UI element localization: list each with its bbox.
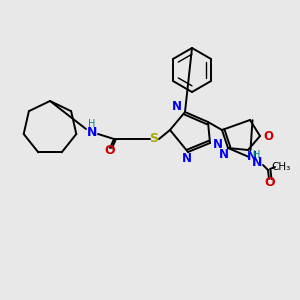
Text: N: N — [182, 152, 192, 166]
Text: N: N — [252, 155, 262, 169]
Text: H: H — [253, 150, 261, 160]
Text: N: N — [247, 151, 257, 164]
Text: O: O — [265, 176, 275, 188]
Text: N: N — [172, 100, 182, 113]
Text: S: S — [149, 133, 158, 146]
Text: N: N — [219, 148, 229, 161]
Text: O: O — [105, 145, 115, 158]
Text: N: N — [87, 125, 97, 139]
Text: O: O — [263, 130, 273, 142]
Text: H: H — [88, 119, 96, 129]
Text: N: N — [213, 139, 223, 152]
Text: CH₃: CH₃ — [272, 162, 291, 172]
